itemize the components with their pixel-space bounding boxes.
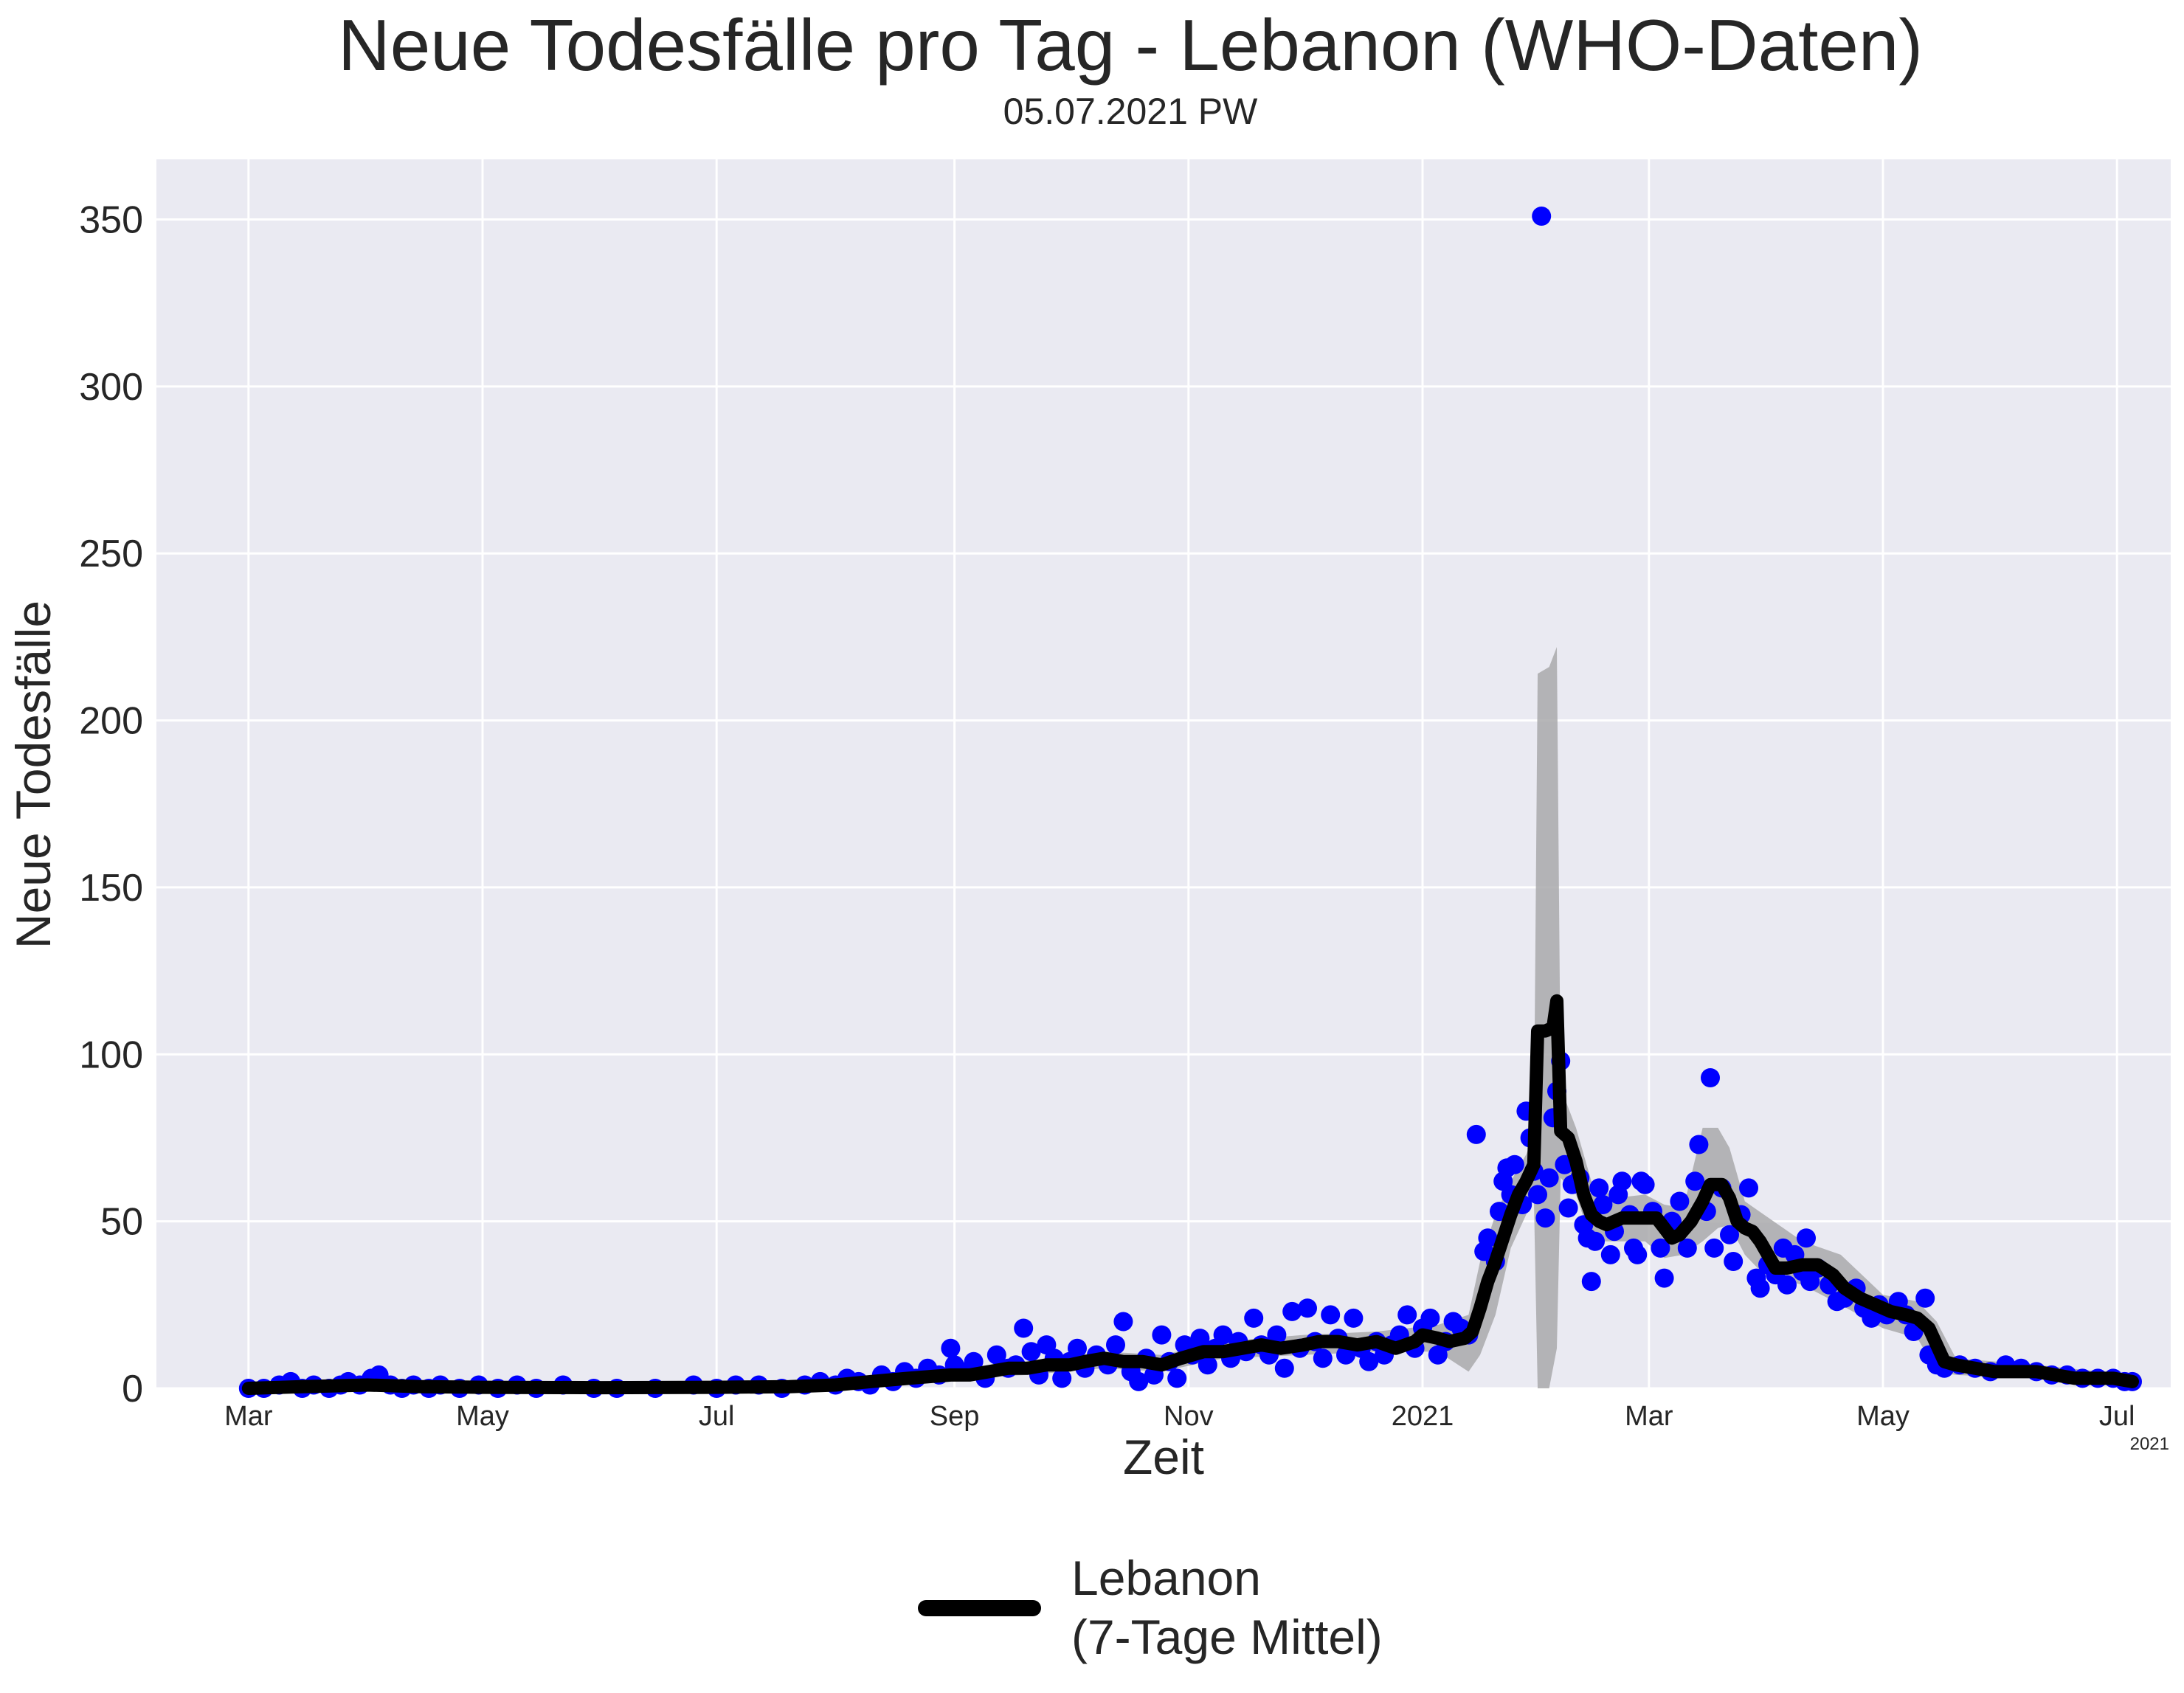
data-point <box>1129 1371 1149 1391</box>
data-point <box>1586 1231 1605 1251</box>
data-point <box>1052 1368 1072 1388</box>
y-tick-label: 250 <box>79 533 143 575</box>
chart-title: Neue Todesfälle pro Tag - Lebanon (WHO-D… <box>338 4 1923 86</box>
x-tick-label: May <box>1856 1401 1910 1432</box>
x-tick-label: May <box>456 1401 509 1432</box>
data-point <box>1267 1325 1287 1345</box>
y-tick-label: 100 <box>79 1034 143 1076</box>
x-tick-label: Nov <box>1164 1401 1214 1432</box>
data-point <box>1113 1312 1133 1332</box>
data-point <box>1152 1325 1172 1345</box>
x-ticks: Mar May Jul Sep Nov 2021 Mar May Jul <box>224 1401 2135 1432</box>
x-tick-label: Sep <box>930 1401 980 1432</box>
data-point <box>1313 1348 1333 1368</box>
x-tick-label: Mar <box>224 1401 273 1432</box>
data-point <box>1244 1308 1264 1328</box>
data-point <box>1720 1225 1739 1244</box>
data-point <box>1593 1195 1613 1214</box>
x-tick-label: 2021 <box>1392 1401 1454 1432</box>
legend-label: Lebanon (7-Tage Mittel) <box>1071 1551 1383 1664</box>
data-point <box>1628 1244 1648 1264</box>
data-point <box>1420 1308 1440 1328</box>
data-point <box>1167 1368 1187 1388</box>
series-line <box>241 994 2139 1395</box>
data-point <box>1558 1198 1578 1218</box>
y-tick-label: 300 <box>79 366 143 409</box>
x-axis-label: Zeit <box>1123 1430 1204 1484</box>
data-point <box>1532 207 1552 226</box>
chart-subtitle: 05.07.2021 PW <box>1003 91 1258 132</box>
data-point <box>1612 1171 1632 1191</box>
data-point <box>1915 1288 1935 1308</box>
data-point <box>1528 1185 1547 1205</box>
data-point <box>1797 1228 1816 1248</box>
data-point <box>1777 1275 1797 1295</box>
data-point <box>1466 1124 1486 1144</box>
data-point <box>1677 1238 1697 1258</box>
data-point <box>1651 1238 1670 1258</box>
data-point <box>1274 1358 1294 1378</box>
data-point <box>986 1345 1006 1365</box>
x-offset-label: 2021 <box>2130 1434 2169 1454</box>
data-point <box>1298 1298 1317 1318</box>
data-point <box>1504 1154 1524 1174</box>
data-point <box>1724 1252 1744 1271</box>
data-point <box>1068 1338 1087 1358</box>
average-line <box>241 994 2139 1395</box>
data-point <box>1670 1191 1690 1211</box>
x-tick-label: Mar <box>1625 1401 1673 1432</box>
data-point <box>1635 1174 1655 1194</box>
legend: Lebanon (7-Tage Mittel) <box>918 1551 1383 1664</box>
data-point <box>1685 1171 1705 1191</box>
data-point <box>1581 1272 1601 1292</box>
data-point <box>1190 1329 1210 1348</box>
y-tick-label: 50 <box>100 1201 143 1244</box>
data-point <box>1021 1342 1041 1362</box>
legend-label-line: (7-Tage Mittel) <box>1071 1610 1383 1664</box>
data-point <box>1359 1351 1379 1371</box>
y-ticks: 0 50 100 150 200 250 300 350 <box>79 198 143 1410</box>
legend-label-line: Lebanon <box>1071 1551 1261 1605</box>
data-point <box>1321 1305 1341 1325</box>
x-tick-label: Jul <box>699 1401 735 1432</box>
data-point <box>1600 1244 1620 1264</box>
data-point <box>1198 1355 1217 1375</box>
data-point <box>1106 1335 1125 1355</box>
data-point <box>1397 1305 1417 1325</box>
x-tick-label: Jul <box>2099 1401 2135 1432</box>
data-point <box>1739 1178 1758 1198</box>
y-axis-label: Neue Todesfälle <box>6 600 61 949</box>
data-point <box>1589 1178 1609 1198</box>
y-tick-label: 0 <box>122 1368 143 1410</box>
y-tick-label: 200 <box>79 700 143 743</box>
data-point <box>1750 1278 1770 1298</box>
data-point <box>1344 1308 1364 1328</box>
grid <box>156 159 2171 1390</box>
data-point <box>1535 1208 1555 1228</box>
data-point <box>1213 1325 1233 1345</box>
y-tick-label: 350 <box>79 198 143 241</box>
data-point <box>1704 1238 1724 1258</box>
plot-area <box>156 159 2171 1388</box>
data-point <box>1701 1068 1720 1087</box>
data-point <box>1014 1318 1034 1338</box>
y-tick-label: 150 <box>79 867 143 910</box>
data-point <box>964 1351 984 1371</box>
data-point <box>1654 1268 1674 1288</box>
data-point <box>941 1338 961 1358</box>
data-point <box>1282 1301 1302 1321</box>
data-point <box>1478 1228 1498 1248</box>
data-point <box>1539 1168 1559 1188</box>
data-point <box>1689 1135 1709 1154</box>
